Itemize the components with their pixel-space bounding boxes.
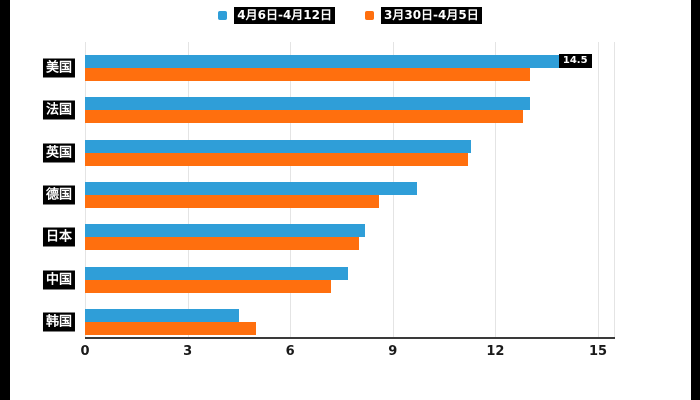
bar-current-1 xyxy=(85,97,530,111)
x-tick-label-9: 9 xyxy=(388,344,398,359)
legend-marker-orange-icon xyxy=(365,10,374,20)
x-tick-label-0: 0 xyxy=(80,344,90,359)
x-tick-label-15: 15 xyxy=(588,344,608,359)
bar-previous-1 xyxy=(85,110,523,124)
gridline-x-12 xyxy=(495,42,497,338)
data-label-0: 14.5 xyxy=(558,54,592,69)
left-edge-bar xyxy=(0,0,10,400)
bar-previous-5 xyxy=(85,279,332,293)
category-label-4: 日本 xyxy=(42,227,75,247)
x-axis: 0 3 6 9 12 15 xyxy=(80,344,615,364)
bar-current-0 xyxy=(85,55,581,69)
legend-item-current-week[interactable]: 4月6日-4月12日 xyxy=(218,6,335,24)
legend-item-previous-week[interactable]: 3月30日-4月5日 xyxy=(365,6,482,24)
category-label-6: 韩国 xyxy=(42,312,75,332)
bar-previous-0 xyxy=(85,68,530,82)
category-label-1: 法国 xyxy=(42,100,75,120)
category-label-0: 美国 xyxy=(42,58,75,78)
bar-current-5 xyxy=(85,266,349,280)
bar-previous-6 xyxy=(85,321,256,335)
legend-label-previous-week: 3月30日-4月5日 xyxy=(381,6,482,24)
category-label-2: 英国 xyxy=(42,143,75,163)
bar-previous-4 xyxy=(85,237,359,251)
bar-previous-3 xyxy=(85,195,380,208)
x-axis-line xyxy=(85,337,615,339)
bar-current-2 xyxy=(85,139,472,153)
legend-marker-blue-icon xyxy=(218,10,228,20)
legend: 4月6日-4月12日 3月30日-4月5日 xyxy=(0,5,700,25)
x-tick-label-12: 12 xyxy=(486,344,505,359)
legend-label-current-week: 4月6日-4月12日 xyxy=(234,6,335,24)
plot-area: 美国法国英国德国日本中国韩国 14.5 xyxy=(42,42,615,338)
category-label-5: 中国 xyxy=(42,270,75,290)
category-label-3: 德国 xyxy=(42,185,75,205)
bar-current-3 xyxy=(85,182,417,195)
bar-previous-2 xyxy=(85,152,469,166)
bar-current-4 xyxy=(85,224,366,238)
bar-current-6 xyxy=(85,308,239,322)
right-edge-bar xyxy=(691,0,700,400)
x-tick-label-3: 3 xyxy=(183,344,193,359)
gridline-x-15 xyxy=(598,42,599,338)
x-tick-label-6: 6 xyxy=(285,344,295,359)
